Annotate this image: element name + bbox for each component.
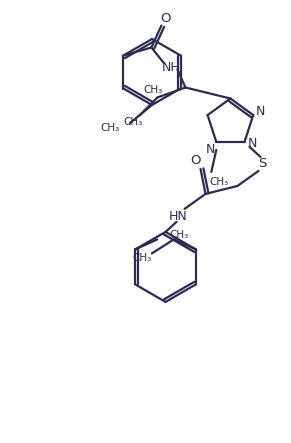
Text: CH₃: CH₃ bbox=[124, 117, 143, 127]
Text: O: O bbox=[160, 12, 171, 25]
Text: S: S bbox=[258, 157, 267, 171]
Text: CH₃: CH₃ bbox=[101, 123, 120, 133]
Text: N: N bbox=[206, 144, 215, 156]
Text: HN: HN bbox=[169, 210, 188, 223]
Text: O: O bbox=[190, 155, 201, 167]
Text: NH: NH bbox=[162, 61, 181, 74]
Text: CH₃: CH₃ bbox=[132, 253, 151, 264]
Text: CH₃: CH₃ bbox=[210, 177, 229, 187]
Text: N: N bbox=[248, 137, 257, 151]
Text: CH₃: CH₃ bbox=[169, 230, 189, 241]
Text: N: N bbox=[255, 105, 265, 117]
Text: CH₃: CH₃ bbox=[144, 85, 163, 94]
